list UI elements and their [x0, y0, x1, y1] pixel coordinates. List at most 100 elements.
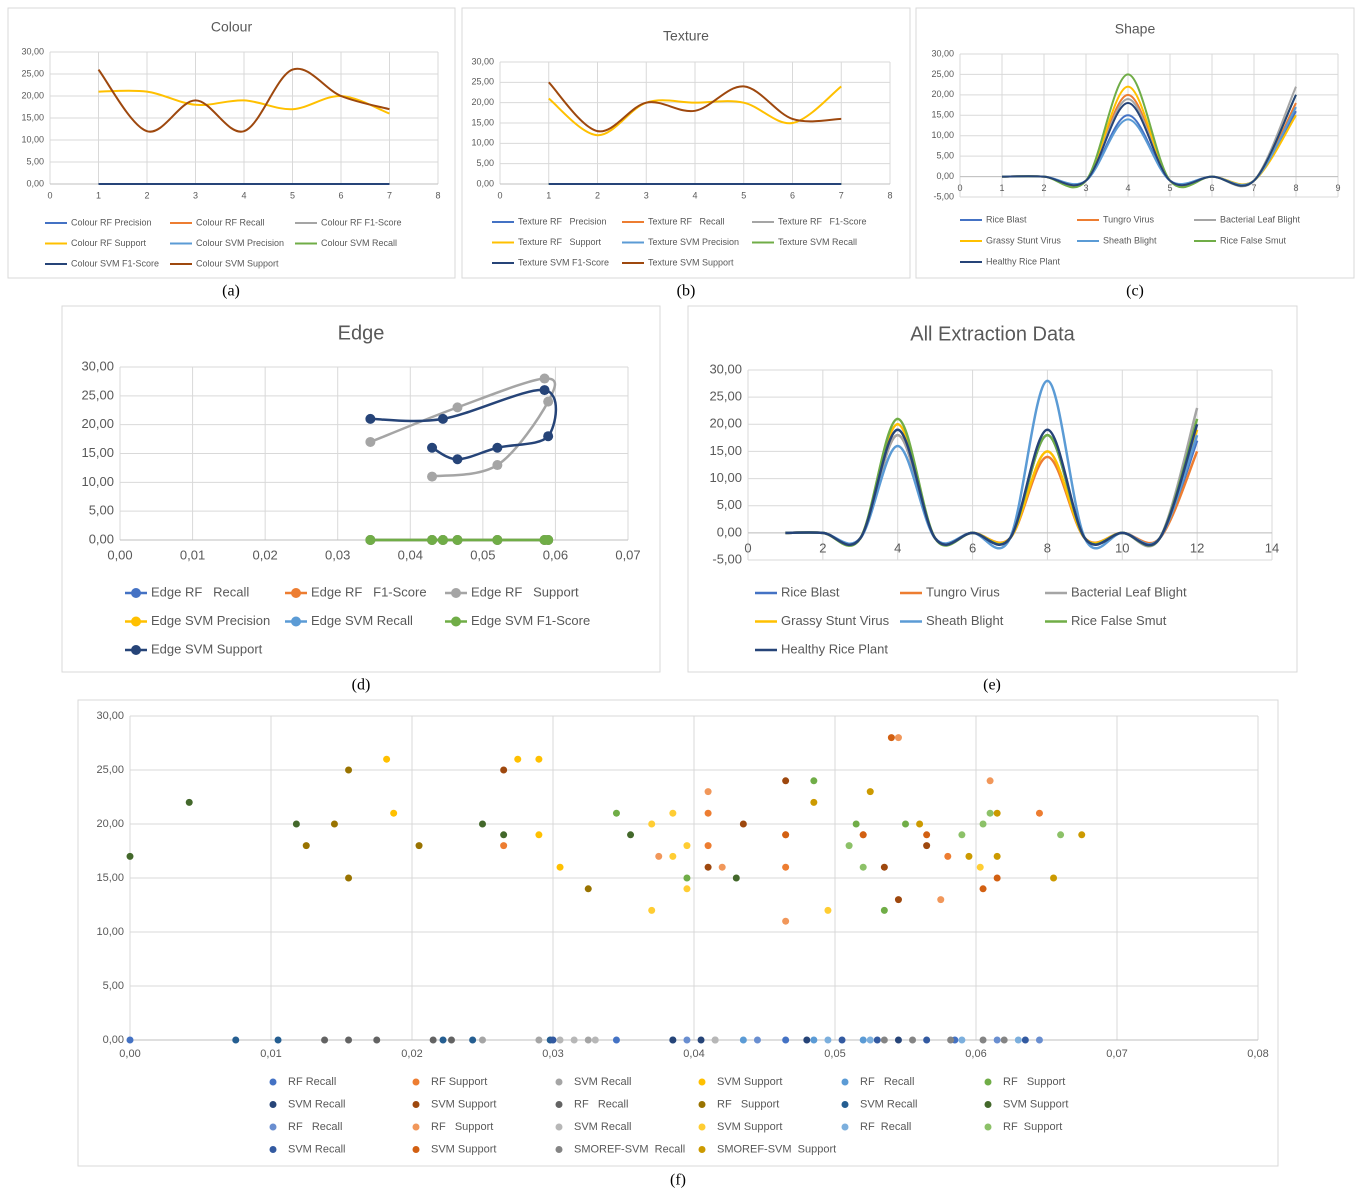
- point: [185, 798, 193, 806]
- point: [302, 842, 310, 850]
- chart-title: Colour: [211, 19, 253, 35]
- point: [958, 1036, 966, 1044]
- legend-label: Colour SVM F1-Score: [71, 258, 159, 268]
- legend-label: Tungro Virus: [926, 584, 1000, 599]
- legend-swatch: [698, 1146, 706, 1153]
- point: [782, 831, 790, 839]
- x-tick-label: 3: [193, 190, 198, 200]
- legend-swatch: [984, 1123, 992, 1131]
- y-tick-label: 5,00: [89, 503, 114, 518]
- chart-title: Shape: [1115, 21, 1156, 37]
- chart-frame: [687, 305, 1298, 673]
- point: [479, 820, 486, 828]
- point: [469, 1036, 477, 1044]
- point: [753, 1036, 761, 1044]
- point: [873, 1036, 881, 1044]
- y-tick-label: 15,00: [709, 443, 742, 458]
- legend-label: RF Support: [431, 1121, 493, 1133]
- legend-label: Edge RF Recall: [151, 584, 249, 599]
- legend-label: Healthy Rice Plant: [986, 256, 1061, 266]
- legend-swatch: [131, 588, 141, 598]
- legend-label: Tungro Virus: [1103, 214, 1155, 224]
- chart-title: Edge: [338, 322, 385, 344]
- x-tick-label: 0,01: [180, 547, 205, 562]
- point: [539, 385, 550, 396]
- x-tick-label: 7: [387, 190, 392, 200]
- y-tick-label: 15,00: [96, 872, 124, 884]
- point: [782, 1036, 790, 1044]
- legend-label: Texture SVM Precision: [648, 237, 739, 247]
- point: [859, 863, 867, 871]
- legend-label: Sheath Blight: [1103, 235, 1157, 245]
- x-tick-label: 3: [644, 190, 649, 200]
- legend-swatch: [451, 588, 461, 598]
- x-tick-label: 0,02: [252, 547, 277, 562]
- point: [859, 1036, 867, 1044]
- x-tick-label: 2: [1041, 183, 1046, 193]
- legend-label: SVM Support: [717, 1076, 782, 1088]
- point: [683, 885, 691, 893]
- y-tick-label: 0,00: [936, 171, 954, 181]
- point: [894, 896, 902, 904]
- point: [683, 1036, 691, 1044]
- point: [321, 1036, 329, 1044]
- x-tick-label: 0,07: [1106, 1048, 1127, 1060]
- point: [909, 1036, 917, 1044]
- legend-swatch: [412, 1101, 420, 1108]
- point: [979, 885, 987, 893]
- y-tick-label: 15,00: [81, 445, 114, 460]
- y-tick-label: -5,00: [933, 191, 954, 201]
- point: [427, 535, 438, 545]
- point: [1014, 1036, 1022, 1044]
- legend-swatch: [984, 1078, 992, 1086]
- point: [866, 788, 874, 796]
- point: [887, 734, 895, 742]
- chart-frame: [77, 699, 1279, 1167]
- legend-label: Texture RF Precision: [518, 216, 607, 226]
- point: [1035, 809, 1043, 817]
- point: [452, 454, 463, 465]
- point: [880, 1036, 888, 1044]
- x-tick-label: 4: [241, 190, 246, 200]
- x-tick-label: 0,03: [542, 1048, 563, 1060]
- y-tick-label: 10,00: [471, 138, 494, 148]
- line-series: [548, 85, 842, 137]
- point: [711, 1036, 719, 1044]
- point: [894, 734, 902, 742]
- point: [669, 1036, 677, 1044]
- x-tick-label: 0,05: [470, 547, 495, 562]
- legend-label: SVM Support: [431, 1143, 496, 1155]
- point: [1035, 1036, 1043, 1044]
- x-tick-label: 6: [338, 190, 343, 200]
- x-tick-label: 6: [790, 190, 795, 200]
- x-tick-label: 0,07: [615, 547, 640, 562]
- point: [880, 863, 888, 871]
- caption: (b): [677, 283, 696, 300]
- x-tick-label: 5: [1167, 183, 1172, 193]
- legend-label: SVM Recall: [288, 1098, 345, 1110]
- legend-label: Colour RF Support: [71, 238, 147, 248]
- point: [447, 1036, 455, 1044]
- point: [739, 820, 747, 828]
- point: [704, 863, 712, 871]
- point: [782, 863, 790, 871]
- point: [880, 906, 888, 914]
- x-tick-label: 9: [1335, 183, 1340, 193]
- legend-label: RF Support: [717, 1098, 779, 1110]
- point: [390, 809, 398, 817]
- point: [986, 809, 994, 817]
- x-tick-label: 0,06: [543, 547, 568, 562]
- point: [535, 1036, 543, 1044]
- point: [944, 852, 952, 860]
- x-tick-label: 7: [1251, 183, 1256, 193]
- y-tick-label: 10,00: [931, 130, 954, 140]
- point: [810, 777, 818, 785]
- legend-label: Healthy Rice Plant: [781, 641, 888, 656]
- point: [556, 1036, 564, 1044]
- point: [591, 1036, 599, 1044]
- x-tick-label: 0: [497, 190, 502, 200]
- y-tick-label: 5,00: [26, 156, 44, 166]
- point: [732, 874, 740, 882]
- y-tick-label: 25,00: [96, 764, 124, 776]
